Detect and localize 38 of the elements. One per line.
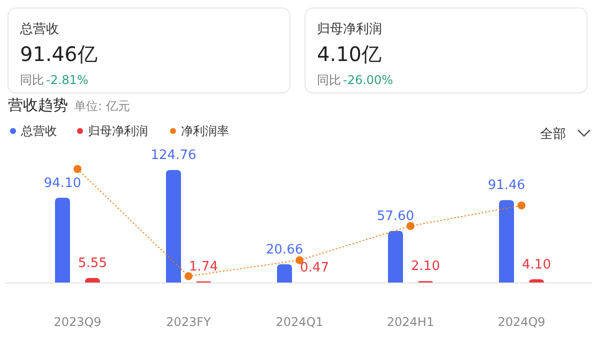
legend-label: 归母净利润 [88,124,148,138]
data-label: 20.66 [266,242,304,258]
data-label: 124.76 [150,148,196,163]
data-label: 91.46 [488,178,526,194]
data-label: 57.60 [376,208,414,224]
text: 同比 [317,73,341,87]
text: 91.46亿 [20,42,98,66]
text: 全部 [540,127,566,142]
data-label: 5.55 [78,256,107,271]
legend-label: 总营收 [20,124,57,138]
legend-label: 净利润率 [181,124,229,138]
data-label: 94.10 [44,176,82,191]
text: 归母净利润 [317,22,382,37]
bar [499,200,514,283]
point [406,222,414,230]
x-tick-label: 2023FY [166,315,212,329]
data-label: 2.10 [411,259,440,274]
text: -26.00% [343,73,394,87]
bar [277,264,292,283]
bar [388,230,403,283]
x-tick-label: 2024Q1 [276,315,324,329]
data-label: 0.47 [300,260,329,276]
x-tick-label: 2023Q9 [54,315,102,329]
point [518,201,526,210]
x-tick-label: 2024H1 [386,315,434,329]
text: -2.81% [46,73,88,87]
text: 4.10亿 [317,42,382,66]
text: 同比 [20,73,44,87]
bar [166,170,181,283]
point [184,272,192,280]
bar [55,198,70,283]
point [74,165,82,173]
data-label: 1.74 [189,259,218,274]
data-label: 4.10 [522,257,551,272]
chart-title: 营收趋势 [8,96,68,114]
chart-subtitle: 单位: 亿元 [74,99,130,113]
x-tick-label: 2024Q9 [498,315,546,329]
text: 总营收 [19,22,59,37]
